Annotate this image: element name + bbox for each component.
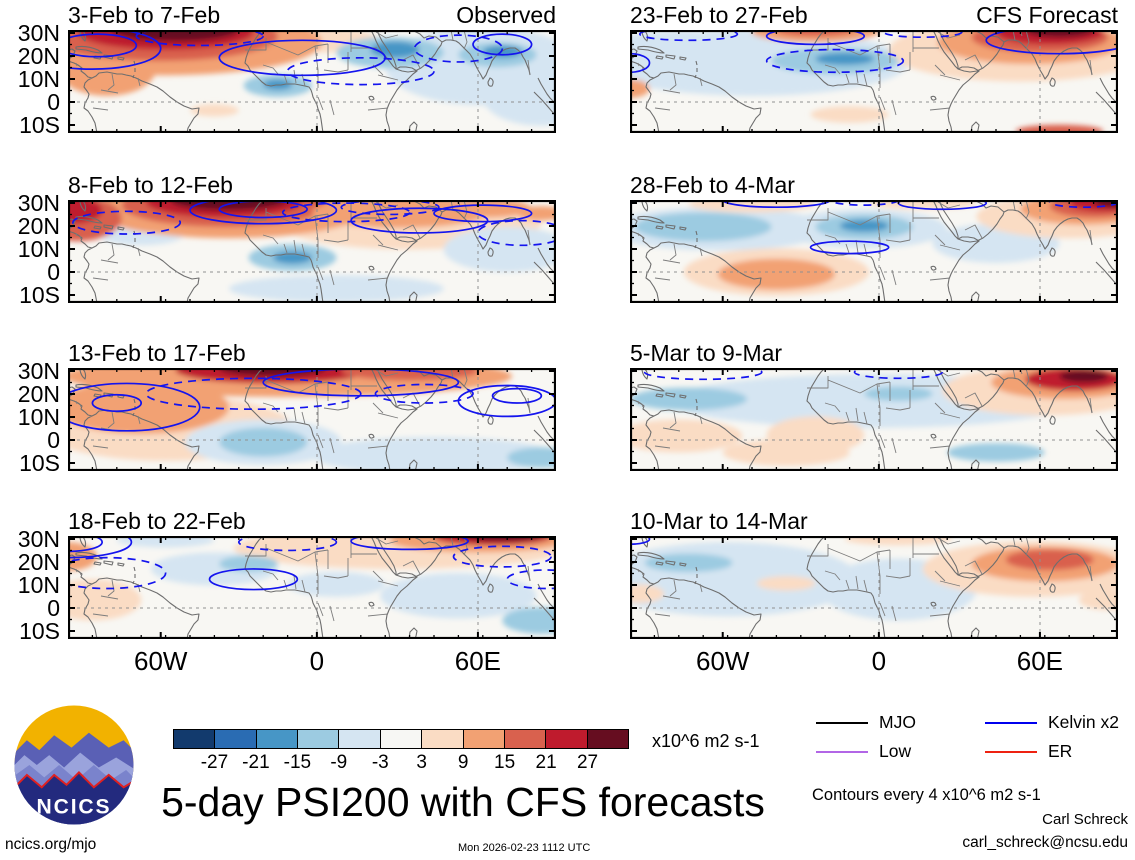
colorbar-cell — [215, 730, 257, 748]
logo-text: NCICS — [37, 795, 112, 818]
y-axis-label: 20N — [17, 549, 60, 575]
y-axis-label: 30N — [17, 358, 60, 384]
colorbar-cell — [380, 730, 423, 748]
x-axis-label: 60W — [695, 646, 750, 676]
map-canvas — [68, 536, 556, 639]
legend-line-swatch — [816, 721, 868, 724]
x-axis-label: 60W — [133, 646, 188, 676]
y-axis-label: 10S — [19, 450, 60, 476]
legend-item: ER — [985, 741, 1072, 762]
y-axis-label: 30N — [17, 526, 60, 552]
map-canvas — [630, 200, 1118, 303]
contour-interval-note: Contours every 4 x10^6 m2 s-1 — [812, 786, 1041, 804]
colorbar-tick-label: -27 — [200, 752, 229, 773]
legend-label: Kelvin x2 — [1048, 712, 1120, 732]
map-panel: 5-Mar to 9-Mar — [630, 341, 1118, 471]
panel-title: 13-Feb to 17-Feb — [68, 340, 246, 366]
y-axis-label: 10N — [17, 66, 60, 92]
legend-line-swatch — [985, 721, 1037, 724]
colorbar-tick-label: -3 — [371, 752, 389, 773]
map-panel: 8-Feb to 12-Feb — [68, 173, 556, 303]
map-canvas — [68, 200, 556, 303]
map-canvas — [68, 30, 556, 133]
y-axis-label: 20N — [17, 213, 60, 239]
legend-item: Low — [816, 741, 911, 762]
y-axis-label: 0 — [47, 89, 60, 115]
legend-line-swatch — [985, 750, 1037, 753]
y-axis-label: 30N — [17, 190, 60, 216]
legend-line-swatch — [816, 750, 868, 753]
colorbar-cell — [587, 730, 628, 748]
map-panel: 28-Feb to 4-Mar — [630, 173, 1118, 303]
y-axis-label: 30N — [17, 20, 60, 46]
map-canvas — [630, 536, 1118, 639]
colorbar-tick-label: -15 — [283, 752, 312, 773]
panel-corner-label: CFS Forecast — [976, 2, 1118, 28]
y-axis-label: 10N — [17, 404, 60, 430]
y-axis-label: 0 — [47, 259, 60, 285]
legend-item: MJO — [816, 712, 916, 733]
logo-red-ridge-line — [14, 771, 134, 791]
legend-label: ER — [1048, 741, 1073, 761]
map-panel: 3-Feb to 7-Feb Observed — [68, 3, 556, 133]
author-email: carl_schreck@ncsu.edu — [962, 834, 1128, 851]
colorbar-cell — [174, 730, 216, 748]
y-axis-label: 10S — [19, 282, 60, 308]
legend-item: Kelvin x2 — [985, 712, 1119, 733]
x-axis-label: 60E — [1016, 646, 1064, 676]
panel-title: 5-Mar to 9-Mar — [630, 340, 783, 366]
map-panel: 23-Feb to 27-Feb CFS Forecast — [630, 3, 1118, 133]
colorbar-unit-label: x10^6 m2 s-1 — [652, 731, 760, 751]
panel-title: 3-Feb to 7-Feb — [68, 2, 221, 28]
y-axis-label: 10N — [17, 236, 60, 262]
colorbar-tick-label: 21 — [535, 752, 557, 773]
y-axis-label: 0 — [47, 427, 60, 453]
x-axis-label: 0 — [871, 646, 887, 676]
map-canvas — [630, 368, 1118, 471]
colorbar-tick-label: 15 — [494, 752, 516, 773]
colorbar-tick-label: 27 — [576, 752, 599, 773]
legend-label: Low — [879, 741, 912, 761]
colorbar-cell — [546, 730, 588, 748]
colorbar-cell — [504, 730, 547, 748]
panel-title: 28-Feb to 4-Mar — [630, 172, 795, 198]
y-axis-label: 10S — [19, 112, 60, 138]
colorbar-cell — [422, 730, 464, 748]
legend-label: MJO — [879, 712, 916, 732]
figure-title: 5-day PSI200 with CFS forecasts — [161, 779, 765, 825]
y-axis-label: 10N — [17, 572, 60, 598]
colorbar-tick-label: -9 — [330, 752, 348, 773]
y-axis-label: 20N — [17, 43, 60, 69]
colorbar-tick-label: -21 — [242, 752, 270, 773]
panel-title: 18-Feb to 22-Feb — [68, 508, 246, 534]
x-axis-label: 0 — [309, 646, 325, 676]
panel-title: 10-Mar to 14-Mar — [630, 508, 808, 534]
ncics-logo: NCICS — [14, 705, 134, 825]
map-canvas — [68, 368, 556, 471]
colorbar-cell — [339, 730, 381, 748]
map-canvas — [630, 30, 1118, 133]
colorbar-cell — [298, 730, 340, 748]
site-url: ncics.org/mjo — [5, 836, 97, 853]
map-panel: 13-Feb to 17-Feb — [68, 341, 556, 471]
colorbar-tick-label: 9 — [457, 752, 469, 773]
x-axis-label: 60E — [454, 646, 502, 676]
panel-title: 8-Feb to 12-Feb — [68, 172, 233, 198]
colorbar-cell — [463, 730, 505, 748]
y-axis-label: 20N — [17, 381, 60, 407]
colorbar — [173, 729, 629, 749]
author-credit: Carl Schreck — [1042, 811, 1128, 828]
issue-timestamp: Mon 2026-02-23 1112 UTC — [458, 842, 591, 854]
colorbar-cell — [256, 730, 299, 748]
colorbar-tick-label: 3 — [416, 752, 427, 773]
y-axis-label: 10S — [19, 618, 60, 644]
panel-title: 23-Feb to 27-Feb — [630, 2, 808, 28]
map-panel: 10-Mar to 14-Mar — [630, 509, 1118, 639]
panel-corner-label: Observed — [456, 2, 556, 28]
y-axis-label: 0 — [47, 595, 60, 621]
map-panel: 18-Feb to 22-Feb — [68, 509, 556, 639]
